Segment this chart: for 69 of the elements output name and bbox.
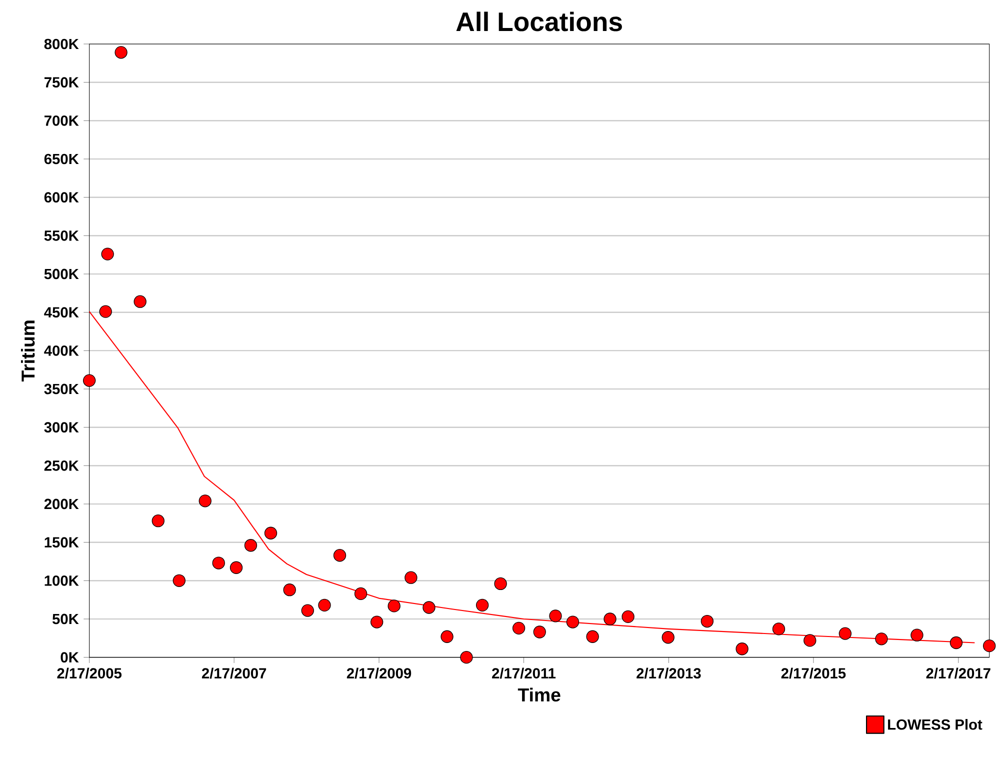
point [700,614,714,628]
point [230,561,243,574]
y-axis-title: Tritium [21,320,35,382]
point [422,601,436,614]
x-tick-label: 2/17/2005 [57,668,122,679]
y-tick-label: 0K [60,652,79,663]
x-tick-label: 2/17/2011 [492,668,556,679]
point [476,598,489,612]
point [83,374,96,387]
x-tick-label: 2/17/2013 [636,668,701,679]
point [736,642,748,656]
point [244,539,258,552]
point [512,622,526,635]
point [404,571,418,584]
y-tick-label: 100K [44,575,79,586]
point [388,600,400,612]
y-tick-label: 400K [44,345,79,356]
y-tick-label: 500K [44,268,79,280]
point [440,630,454,643]
y-tick-label: 800K [44,38,79,50]
point [134,295,146,308]
x-tick-label: 2/17/2009 [346,668,412,679]
point [354,587,368,600]
y-tick-label: 300K [44,422,79,433]
x-tick-label: 2/17/2007 [202,668,266,679]
y-tick-label: 750K [44,77,79,88]
point [101,248,114,260]
point [566,616,580,628]
point [494,577,507,590]
y-tick-label: 550K [44,230,79,241]
y-tick-label: 350K [44,384,79,394]
point [586,630,599,643]
chart-title: All Locations [456,12,622,32]
point [333,549,346,562]
y-tick-label: 50K [52,614,79,624]
y-tick-label: 600K [44,192,79,203]
x-tick-label: 2/17/2015 [781,668,846,679]
y-tick-label: 250K [44,460,79,471]
y-tick-label: 700K [44,115,79,126]
point [772,622,786,636]
point [460,650,473,664]
point [838,627,852,640]
y-tick-label: 150K [44,537,79,548]
point [318,598,331,612]
point [283,584,296,596]
y-tick-label: 450K [44,307,79,318]
point [549,610,562,622]
point [910,628,924,642]
y-tick-label: 200K [44,498,79,510]
point [172,574,186,587]
x-tick-label: 2/17/2017 [926,668,990,679]
point [152,514,164,528]
point [198,494,212,508]
legend-label: LOWESS Plot [888,719,982,730]
point [533,626,546,638]
y-tick-label: 650K [44,154,79,164]
point [950,636,963,650]
point [604,612,616,626]
point [99,305,112,318]
point [622,610,634,624]
point [875,632,888,646]
point [114,46,128,59]
point [212,556,225,570]
point [662,631,674,644]
point [301,604,314,617]
point [264,526,278,540]
point [370,616,384,628]
point [804,634,816,647]
x-axis-title: Time [518,688,560,702]
